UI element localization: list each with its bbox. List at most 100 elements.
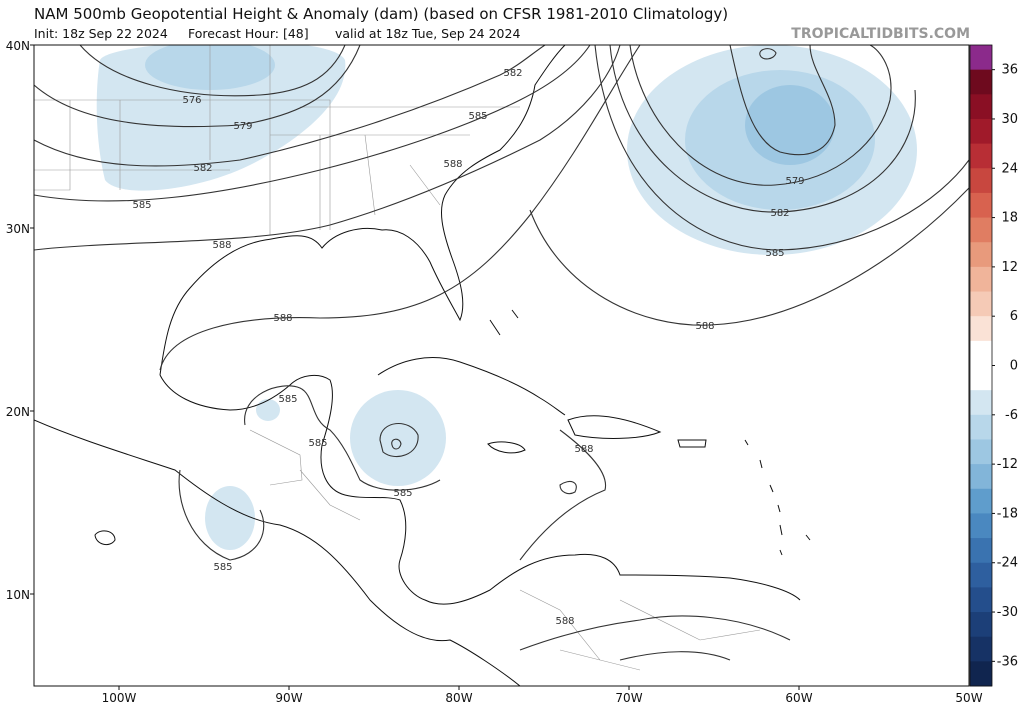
height-contour (34, 45, 591, 202)
axis-ticks (30, 44, 800, 690)
height-contour (529, 187, 969, 326)
height-contour (159, 45, 641, 371)
colorbar-band (970, 217, 992, 243)
lon-label: 70W (615, 691, 642, 705)
init-time: Init: 18z Sep 22 2024 (34, 26, 168, 41)
valid-time: valid at 18z Tue, Sep 24 2024 (335, 26, 520, 41)
contour-label: 585 (468, 111, 487, 122)
title: NAM 500mb Geopotential Height & Anomaly … (34, 5, 728, 23)
colorbar-tick-label: -18 (997, 506, 1018, 521)
contour-label: 579 (233, 121, 252, 132)
colorbar-tick-label: 18 (1001, 211, 1018, 226)
lat-label: 20N (6, 405, 30, 419)
anomaly-area (350, 390, 446, 486)
contour-label: 585 (213, 562, 232, 573)
colorbar-band (970, 118, 992, 145)
colorbar-tick-label: -24 (997, 556, 1018, 571)
colorbar-tick-label: -30 (997, 605, 1018, 620)
height-contour (759, 48, 777, 60)
height-contour (34, 45, 361, 128)
colorbar-band (970, 414, 992, 440)
colorbar-band (970, 636, 992, 662)
political-border (34, 45, 761, 671)
anomaly-area (205, 486, 255, 550)
colorbar-tick-label: -36 (997, 654, 1018, 669)
anomaly-area (96, 45, 346, 191)
height-contour (178, 385, 441, 561)
lat-label: 40N (6, 39, 30, 53)
lon-label: 100W (102, 691, 137, 705)
contour-label: 588 (555, 616, 574, 627)
colorbar-tick-label: -12 (997, 457, 1018, 472)
height-contour (629, 45, 892, 186)
coastline (159, 45, 566, 376)
colorbar-tick-label: 0 (1010, 359, 1018, 374)
contour-label: 585 (765, 248, 784, 259)
contour-label: 585 (308, 438, 327, 449)
colorbar-tick-label: 36 (1001, 63, 1018, 78)
colorbar-band (970, 143, 992, 169)
colorbar-band (970, 45, 992, 71)
colorbar-tick-label: 24 (1001, 161, 1018, 176)
height-contour (519, 615, 791, 661)
watermark: TROPICALTIDBITS.COM (791, 26, 970, 42)
lon-label: 60W (785, 691, 812, 705)
colorbar-band (970, 168, 992, 194)
height-contour (729, 45, 836, 156)
contour-label: 582 (770, 208, 789, 219)
colorbar-band (970, 661, 992, 687)
colorbar-tick-label: -6 (1005, 408, 1018, 423)
coastline (94, 439, 811, 556)
contour-label: 588 (212, 240, 231, 251)
height-contour (519, 429, 607, 561)
colorbar-band (970, 612, 992, 638)
lon-label: 90W (275, 691, 302, 705)
colorbar-band (970, 365, 992, 391)
colorbar-tick-label: 6 (1010, 309, 1018, 324)
colorbar-band (970, 242, 992, 268)
contour-label: 576 (182, 95, 201, 106)
colorbar-band (970, 291, 992, 317)
lat-label: 30N (6, 222, 30, 236)
height-contour (594, 45, 969, 251)
contour-label: 585 (132, 200, 151, 211)
colorbar-band (970, 439, 992, 465)
colorbar-tick-label: 12 (1001, 260, 1018, 275)
colorbar-band (970, 464, 992, 490)
lat-label: 10N (6, 588, 30, 602)
colorbar-band (970, 316, 992, 342)
map-frame (33, 44, 970, 687)
coastline (159, 374, 801, 605)
contour-label: 582 (193, 163, 212, 174)
colorbar-band (970, 390, 992, 416)
contour-label: 579 (785, 176, 804, 187)
coastline (34, 419, 521, 686)
height-contour (609, 45, 916, 213)
anomaly-area (256, 399, 280, 421)
contour-label: 588 (574, 444, 593, 455)
colorbar-band (970, 562, 992, 588)
colorbar-band (970, 94, 992, 120)
colorbar-band (970, 538, 992, 564)
coastline (377, 309, 707, 454)
map-area: 576 579 582 585 588 582 585 588 579 582 … (34, 45, 969, 686)
colorbar-band (970, 69, 992, 95)
height-contour (79, 45, 346, 97)
colorbar-band (970, 266, 992, 293)
contour-label: 585 (393, 488, 412, 499)
colorbar-band (970, 587, 992, 613)
colorbar-band (970, 513, 992, 539)
contour-label: 588 (695, 321, 714, 332)
height-contour (379, 422, 419, 457)
contour-label: 585 (278, 394, 297, 405)
colorbar-band (970, 192, 992, 219)
contour-label: 588 (273, 313, 292, 324)
contour-label: 582 (503, 68, 522, 79)
colorbar-band (970, 340, 992, 366)
contour-label: 588 (443, 159, 462, 170)
lon-label: 50W (955, 691, 982, 705)
colorbar-tick-label: 30 (1001, 112, 1018, 127)
forecast-hour: Forecast Hour: [48] (188, 26, 309, 41)
